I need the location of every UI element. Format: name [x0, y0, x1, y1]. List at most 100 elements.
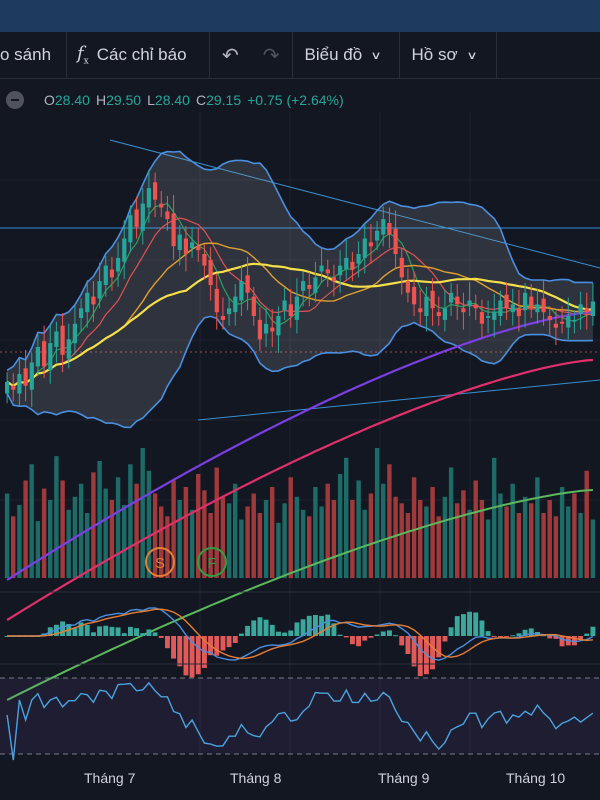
volume-bar — [54, 456, 59, 578]
candle — [282, 287, 287, 320]
candle — [584, 292, 589, 330]
macd-histogram-bar — [368, 636, 374, 638]
sell-signal-marker[interactable] — [145, 547, 175, 577]
volume-bar — [411, 477, 417, 579]
window-top-bar — [0, 0, 600, 32]
candle — [338, 250, 343, 293]
undo-icon[interactable]: ↶ — [222, 44, 239, 67]
toolbar-divider — [398, 32, 400, 78]
candle — [560, 306, 565, 334]
collapse-legend-icon[interactable] — [6, 91, 24, 109]
candle — [430, 278, 435, 326]
macd-histogram-bar — [461, 614, 466, 636]
candle — [159, 191, 164, 218]
macd-histogram-bar — [584, 633, 590, 636]
macd-histogram-bar — [442, 636, 448, 642]
volume-bar — [165, 516, 170, 579]
candle — [498, 290, 503, 326]
candle — [288, 288, 293, 328]
close-value: 29.15 — [206, 92, 242, 108]
volume-bar — [146, 470, 152, 579]
macd-histogram-bar — [541, 635, 546, 637]
volume-bar — [97, 461, 102, 578]
macd-histogram-bar — [226, 636, 232, 648]
macd-histogram-bar — [134, 628, 139, 636]
price-chart[interactable]: S F — [0, 112, 600, 768]
macd-histogram-bar — [362, 636, 368, 641]
ohlc-legend: O 28.40 H 29.50 L 28.40 C 29.15 +0.75 (+2.64… — [0, 88, 350, 112]
candle — [146, 169, 151, 223]
candle — [381, 206, 386, 247]
candle — [183, 225, 188, 272]
candle — [239, 265, 244, 316]
rsi-pane — [0, 663, 600, 761]
ma100-line — [6, 358, 593, 621]
compare-label: o sánh — [0, 45, 52, 64]
macd-histogram-bar — [448, 627, 454, 636]
chart-menu-button[interactable]: Biểu đồ ∨ — [293, 32, 399, 78]
volume-bar — [115, 477, 121, 579]
candle — [313, 261, 318, 303]
macd-histogram-bar — [572, 636, 577, 646]
volume-bar — [436, 516, 441, 579]
candle — [362, 223, 367, 274]
macd-histogram-bar — [183, 636, 189, 676]
low-value: 28.40 — [154, 92, 190, 108]
ma50-line — [6, 310, 593, 581]
volume-bar — [300, 509, 306, 579]
volume-bar — [566, 506, 571, 578]
candle — [54, 321, 59, 363]
candle — [350, 252, 355, 282]
volume-bar — [183, 487, 189, 578]
buy-signal-label: F — [207, 555, 216, 572]
macd-histogram-bar — [498, 636, 503, 637]
macd-histogram-bar — [436, 636, 442, 658]
compare-button[interactable]: o sánh — [0, 32, 66, 78]
profile-menu-button[interactable]: Hồ sơ ∨ — [400, 32, 496, 78]
macd-histogram-bar — [325, 614, 331, 636]
redo-icon[interactable]: ↷ — [262, 44, 280, 67]
candle — [325, 259, 330, 287]
change-value: +0.75 (+2.64%) — [247, 92, 344, 108]
candle — [516, 289, 521, 332]
indicators-button[interactable]: fx Các chỉ báo — [67, 32, 209, 78]
candle — [590, 283, 595, 326]
volume-bar — [171, 480, 176, 578]
candle — [109, 256, 114, 291]
macd-histogram-bar — [263, 619, 269, 636]
volume-bar — [331, 500, 337, 578]
candle — [72, 305, 77, 355]
volume-bar — [109, 500, 115, 578]
macd-histogram-bar — [380, 631, 386, 636]
macd-histogram-bar — [479, 620, 485, 636]
volume-bar — [233, 483, 238, 579]
candle — [66, 323, 71, 369]
macd-signal-line — [7, 608, 593, 660]
macd-histogram-bar — [91, 632, 96, 636]
macd-histogram-bar — [559, 636, 565, 647]
macd-histogram-bar — [239, 633, 244, 636]
toolbar-divider — [66, 32, 67, 78]
indicator-lines — [6, 202, 594, 701]
macd-histogram-bar — [319, 615, 324, 636]
candle — [214, 273, 219, 330]
volume-bar — [578, 513, 583, 578]
volume-bar — [23, 480, 28, 578]
x-axis-label-september: Tháng 9 — [378, 770, 430, 786]
macd-histogram-bar — [337, 634, 343, 636]
volume-bar — [529, 503, 534, 579]
macd-histogram-bar — [522, 629, 528, 636]
candle — [42, 325, 47, 378]
sell-signal-label: S — [155, 555, 165, 572]
volume-bar — [220, 496, 226, 579]
macd-histogram-bar — [251, 620, 257, 636]
volume-bar — [516, 513, 522, 578]
volume-bar — [17, 504, 22, 578]
volume-bar — [152, 493, 158, 578]
volume-bar — [245, 506, 250, 578]
volume-bar — [60, 480, 65, 578]
x-axis-label-july: Tháng 7 — [84, 770, 136, 786]
buy-signal-marker[interactable] — [197, 547, 227, 577]
x-axis-label-august: Tháng 8 — [230, 770, 282, 786]
volume-bar — [504, 506, 509, 578]
